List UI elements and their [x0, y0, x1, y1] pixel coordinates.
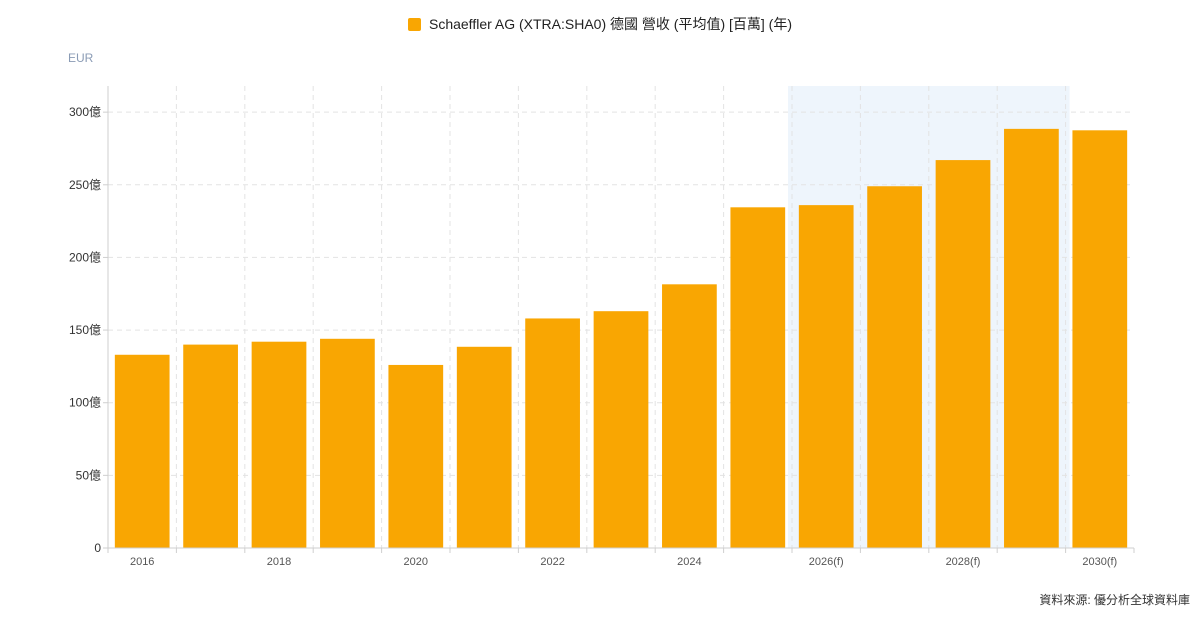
bars	[114, 128, 1128, 548]
bar-2030(f)[interactable]	[1072, 130, 1128, 548]
bar-2018[interactable]	[251, 341, 307, 548]
bar-2016[interactable]	[114, 354, 170, 548]
bar-2021[interactable]	[456, 346, 512, 548]
axes	[103, 86, 1135, 553]
y-axis-unit: EUR	[68, 51, 94, 65]
bar-2027(f)[interactable]	[867, 186, 922, 548]
x-tick-label: 2024	[677, 556, 701, 568]
bar-2020[interactable]	[388, 364, 444, 548]
legend-swatch	[407, 18, 421, 31]
x-tick-labels: 2016 2018 2020 2022 2024 2026(f) 2028(f) 2030(f…	[130, 556, 1117, 568]
bar-2028(f)[interactable]	[935, 160, 991, 548]
x-tick-label: 2028(f)	[946, 556, 981, 568]
y-tick-label: 200億	[69, 250, 101, 264]
bar-2019[interactable]	[320, 338, 375, 548]
bar-2029(f)[interactable]	[1004, 128, 1059, 548]
bar-2017[interactable]	[183, 344, 238, 548]
x-tick-label: 2030(f)	[1082, 556, 1117, 568]
bar-2023[interactable]	[593, 311, 649, 548]
chart-legend: Schaeffler AG (XTRA:SHA0) 德國 營收 (平均值) [百…	[0, 14, 1200, 34]
y-tick-label: 100億	[69, 396, 101, 410]
x-tick-label: 2016	[130, 556, 154, 568]
bar-2024[interactable]	[662, 284, 717, 548]
bar-2022[interactable]	[525, 318, 580, 548]
source-note: 資料來源: 優分析全球資料庫	[1039, 593, 1190, 607]
legend-label: Schaeffler AG (XTRA:SHA0) 德國 營收 (平均值) [百…	[428, 16, 792, 32]
x-tick-label: 2018	[267, 556, 291, 568]
x-tick-label: 2022	[540, 556, 564, 568]
y-tick-label: 150億	[69, 323, 101, 337]
bar-2025[interactable]	[730, 207, 786, 548]
y-tick-label: 50億	[76, 468, 101, 482]
x-tick-label: 2020	[404, 556, 428, 568]
y-tick-labels: 0 50億 100億 150億 200億 250億 300億	[69, 105, 101, 555]
x-tick-label: 2026(f)	[809, 556, 844, 568]
y-tick-label: 300億	[69, 105, 101, 119]
y-tick-label: 0	[94, 541, 101, 555]
y-tick-label: 250億	[69, 178, 101, 192]
bar-2026(f)[interactable]	[798, 205, 854, 548]
